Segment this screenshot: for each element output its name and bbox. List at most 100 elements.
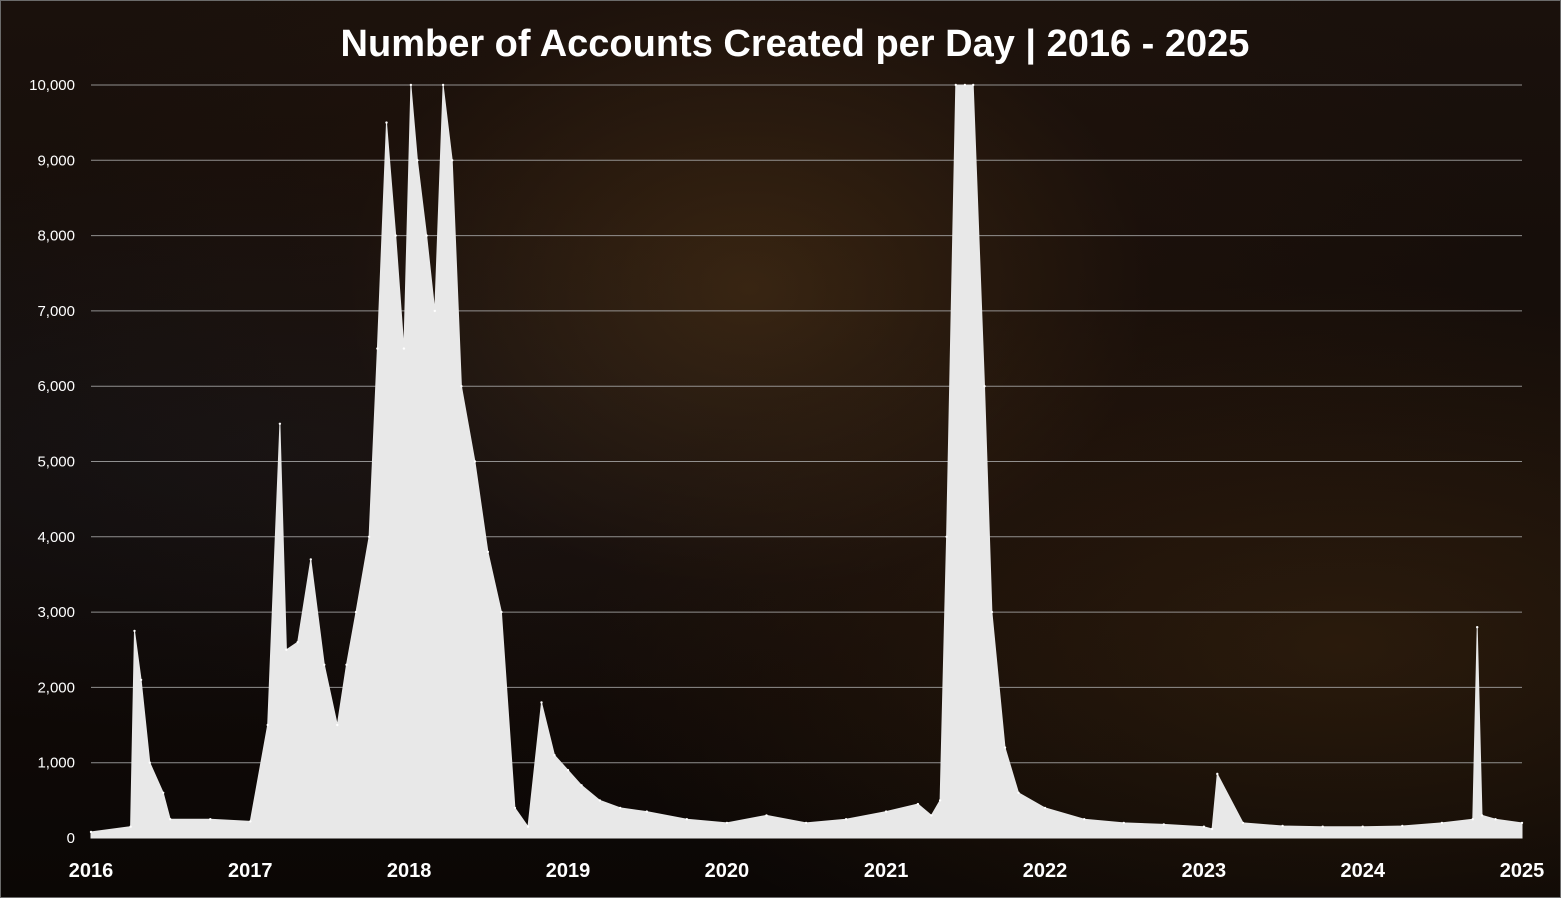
data-point (844, 818, 848, 821)
data-point (725, 821, 729, 825)
y-tick-label: 7,000 (37, 303, 75, 320)
data-point (685, 818, 688, 821)
data-point (972, 83, 975, 87)
y-axis-ticks: 0 1,000 2,000 3,000 4,000 5,000 6,000 7,000 8,00… (29, 77, 75, 847)
data-point (336, 723, 339, 727)
x-axis-ticks: 2016 2017 2018 2019 2020 2021 2022 2023 2024 2025 (69, 860, 1545, 882)
y-tick-label: 4,000 (37, 529, 75, 546)
data-point (916, 802, 920, 806)
x-tick-label: 2020 (705, 860, 750, 882)
data-point (249, 820, 252, 823)
data-point (416, 159, 419, 162)
y-tick-label: 3,000 (37, 604, 75, 621)
data-point (486, 550, 490, 554)
x-tick-label: 2017 (228, 860, 273, 882)
data-point (345, 663, 348, 666)
data-point (990, 610, 994, 614)
data-point (409, 83, 413, 87)
data-point (645, 810, 648, 813)
data-point (441, 83, 445, 87)
x-tick-label: 2022 (1023, 860, 1068, 882)
data-point (1476, 626, 1479, 629)
data-point (460, 385, 463, 388)
data-point (1321, 825, 1324, 828)
data-point (1480, 814, 1484, 817)
data-point (553, 754, 556, 757)
series-area-path (90, 84, 1523, 839)
data-point (1440, 821, 1444, 825)
data-point (433, 309, 436, 313)
data-point (500, 610, 503, 614)
data-point (376, 347, 379, 350)
data-point (804, 821, 808, 825)
data-point (1043, 806, 1047, 810)
data-point (1471, 818, 1475, 821)
data-point (1216, 772, 1219, 776)
y-tick-label: 6,000 (37, 378, 75, 395)
data-point (162, 791, 165, 794)
data-point (1162, 823, 1166, 826)
data-point (1202, 825, 1206, 828)
data-point (285, 648, 288, 651)
x-tick-label: 2025 (1500, 860, 1545, 882)
data-point (938, 799, 942, 802)
data-point (451, 159, 454, 162)
data-point (323, 663, 326, 666)
data-point (89, 830, 93, 834)
chart-title: Number of Accounts Created per Day | 201… (341, 23, 1250, 65)
data-point (526, 825, 530, 828)
data-point (1401, 824, 1404, 828)
data-point (884, 810, 888, 813)
data-point (1361, 825, 1364, 828)
y-tick-label: 8,000 (37, 228, 75, 245)
data-point (394, 234, 397, 237)
data-point (1494, 818, 1497, 821)
data-point (1241, 821, 1245, 825)
data-point (540, 701, 543, 704)
data-point (133, 629, 136, 633)
data-point (278, 422, 282, 425)
y-tick-label: 1,000 (37, 755, 75, 772)
data-point (1281, 824, 1284, 828)
data-point (1210, 827, 1214, 831)
y-tick-label: 5,000 (37, 454, 75, 471)
data-point (1520, 821, 1524, 825)
data-point (598, 799, 601, 802)
data-point (983, 385, 986, 388)
x-tick-label: 2024 (1340, 860, 1385, 882)
x-tick-label: 2023 (1182, 860, 1227, 882)
y-tick-label: 10,000 (29, 77, 75, 94)
data-point (169, 818, 172, 821)
data-point (1083, 818, 1086, 821)
data-point (954, 83, 957, 87)
data-point (385, 121, 388, 124)
data-point (1122, 821, 1126, 825)
data-point (580, 784, 583, 787)
data-point (309, 558, 312, 561)
data-point (619, 806, 622, 810)
y-tick-label: 0 (67, 830, 75, 847)
data-point (473, 460, 477, 463)
data-point (963, 83, 967, 87)
data-point (513, 806, 517, 810)
series-area (89, 83, 1524, 839)
data-point (930, 814, 933, 817)
x-tick-label: 2016 (69, 860, 114, 882)
data-point (139, 678, 143, 682)
data-point (354, 610, 358, 614)
data-point (129, 825, 132, 828)
data-point (209, 818, 212, 821)
data-point (1017, 791, 1020, 794)
data-point (765, 814, 768, 817)
data-point (566, 769, 570, 772)
data-point (402, 347, 406, 350)
data-point (148, 761, 151, 764)
y-tick-label: 2,000 (37, 679, 75, 696)
y-tick-label: 9,000 (37, 152, 75, 169)
data-point (945, 535, 948, 538)
x-tick-label: 2021 (864, 860, 909, 882)
x-tick-label: 2019 (546, 860, 591, 882)
x-tick-label: 2018 (387, 860, 432, 882)
